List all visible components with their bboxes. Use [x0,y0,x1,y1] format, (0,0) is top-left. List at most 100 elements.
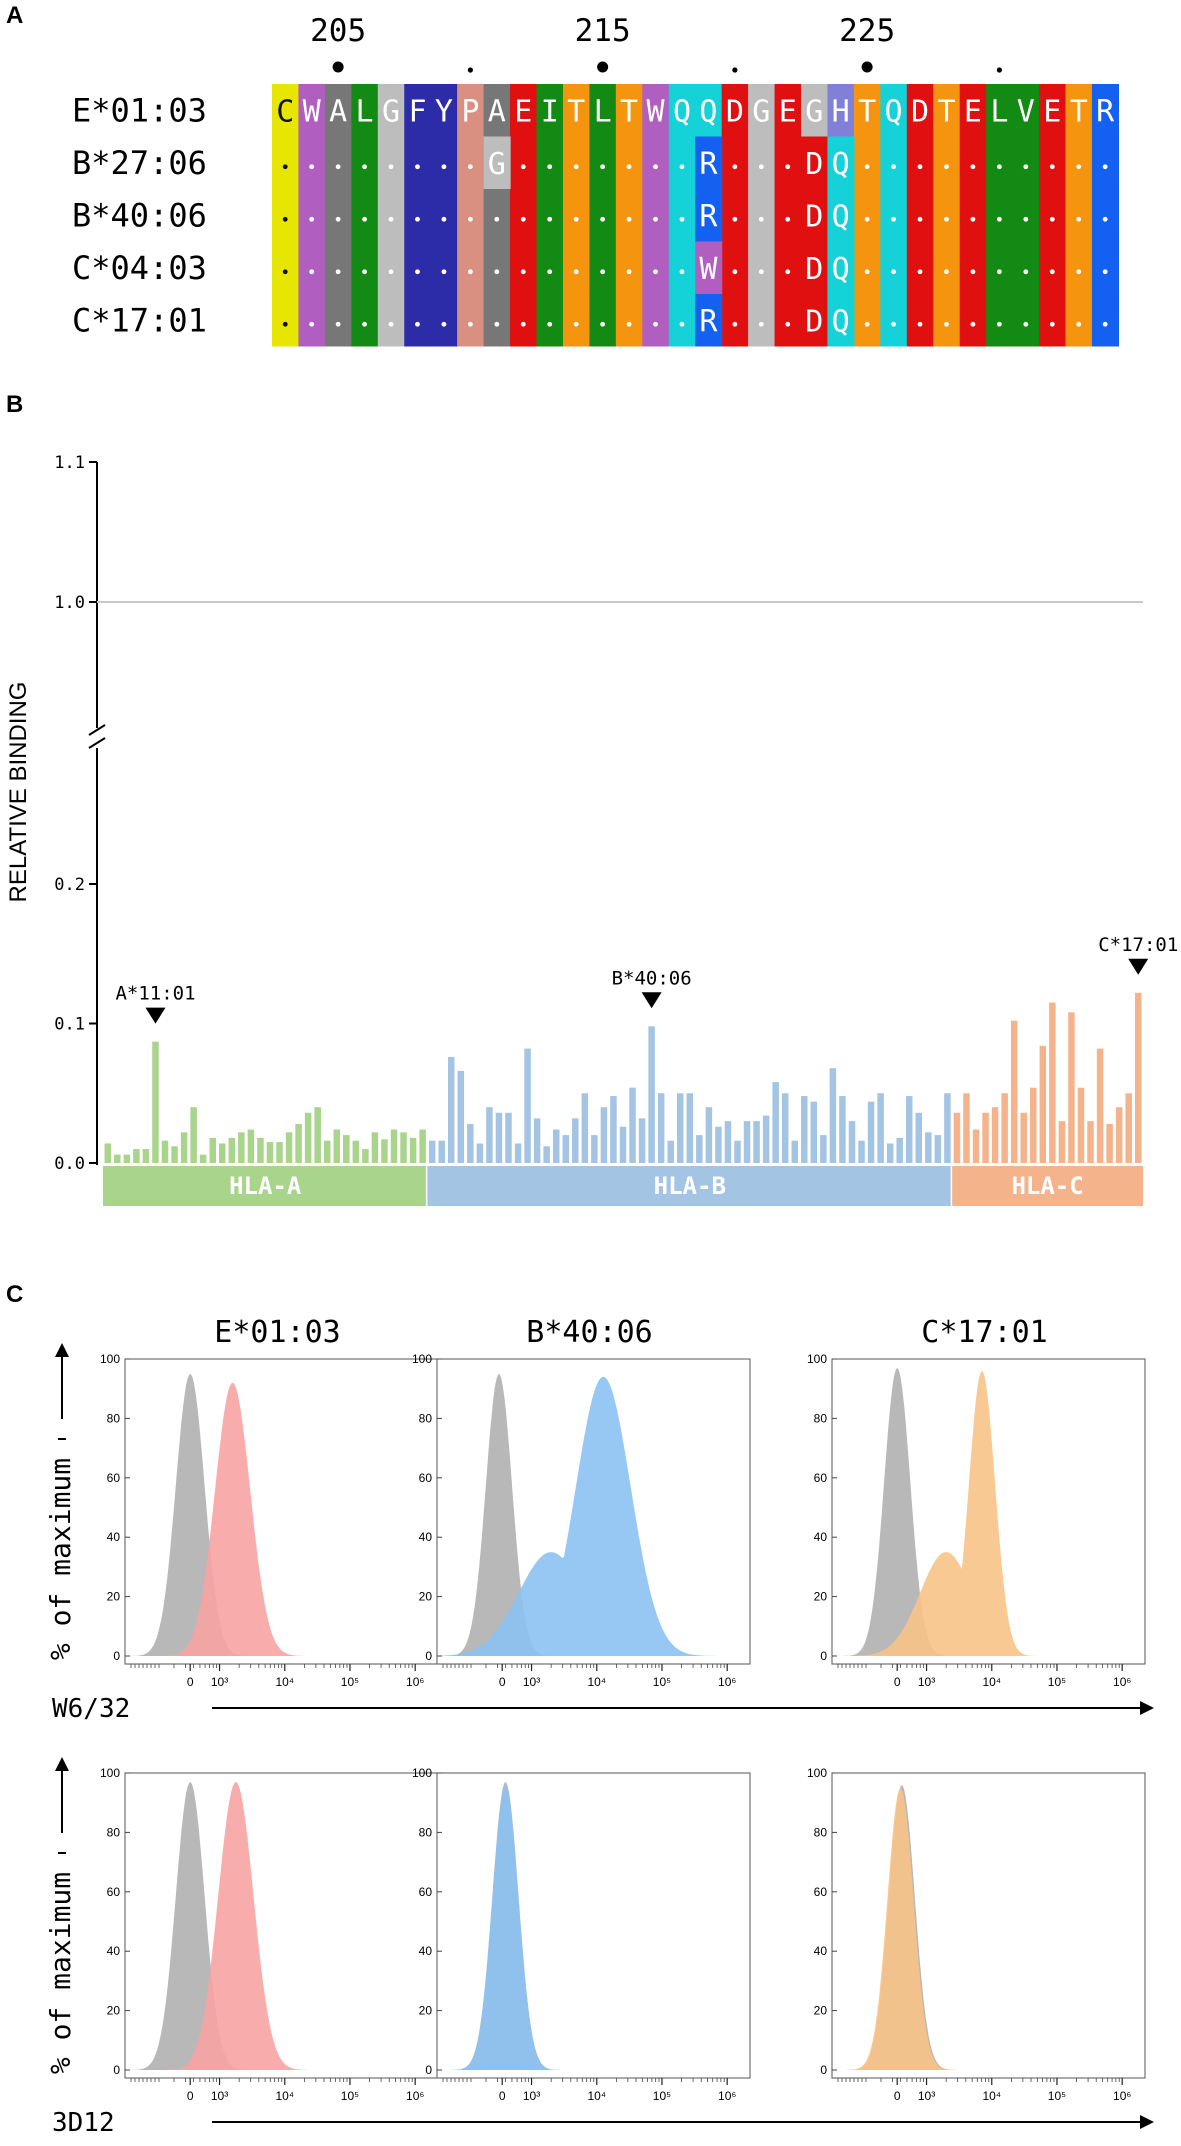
variant-residue-cell [801,294,829,347]
identical-residue-dot [679,269,685,275]
alignment-column [483,84,511,347]
binding-y-axis-label: RELATIVE BINDING [5,682,32,903]
x-tick-label: 10³ [523,2089,540,2103]
binding-bar [686,1093,694,1163]
annotation-label: C*17:01 [1098,934,1178,956]
identical-residue-dot [970,269,976,275]
identical-residue-dot [282,321,288,327]
y-tick-label: 40 [107,1944,121,1958]
identical-residue-dot [282,269,288,275]
binding-bar [667,1140,674,1163]
identical-residue-dot [415,321,420,327]
binding-bar [114,1154,121,1163]
flow-histogram-panel: 0 20 40 60 80 100 0 10³ 10⁴ 10⁵ 10⁶ [807,1352,1146,1689]
binding-bar [390,1129,398,1163]
flow-column-title: C*17:01 [921,1315,1047,1350]
variant-residue: D [805,199,823,234]
panel-label-c: C [6,1281,23,1308]
binding-bar [1068,1012,1075,1163]
identical-residue-dot [441,164,447,170]
reference-residue: E [1043,94,1061,129]
flow-histogram-panel: 0 20 40 60 80 100 0 10³ 10⁴ 10⁵ 10⁶ [100,1352,439,1689]
variant-residue-cell [483,136,511,189]
y-axis-arrow-head [55,1757,69,1771]
identical-residue-dot [1023,164,1029,170]
alignment-column [1065,84,1093,347]
binding-bar [199,1154,207,1163]
y-tick-label: 20 [419,2004,433,2018]
binding-bar [190,1107,197,1163]
binding-bar [581,1093,589,1163]
binding-bar [1106,1123,1113,1163]
y-tick-label: 0 [820,1649,827,1663]
major-position-marker [861,61,873,73]
y-tick-label: 0 [425,1649,432,1663]
binding-bar [820,1135,827,1163]
binding-bar [524,1048,531,1163]
alignment-column [457,84,485,347]
panel-label-a: A [6,2,23,29]
stained-histogram [832,1788,1145,2070]
reference-residue: R [1096,94,1115,129]
major-position-marker [332,61,344,73]
identical-residue-dot [362,164,367,170]
binding-bar [562,1135,569,1163]
binding-bar [638,1118,646,1163]
binding-bar [152,1041,159,1163]
alignment-cells: C W A L G F Y P A E I T L T W Q Q D G E G H T Q D T E L V E T RG R D QR D QW… [272,84,1119,347]
alignment-column [536,84,564,347]
alignment-column [721,84,749,347]
identical-residue-dot [362,269,367,275]
identical-residue-dot [732,269,738,275]
binding-bar [753,1121,760,1163]
binding-bar [877,1093,884,1163]
variant-residue: R [699,147,718,182]
y-tick-label: 0.1 [54,1015,85,1035]
reference-residue: L [594,94,612,129]
reference-residue: T [620,94,638,129]
alignment-column [933,84,961,347]
reference-residue: D [911,94,929,129]
group-label: HLA-C [1011,1172,1083,1200]
binding-bar [304,1112,312,1163]
binding-bar [180,1132,188,1163]
identical-residue-dot [1023,216,1029,222]
flow-histogram-panel: 0 20 40 60 80 100 0 10³ 10⁴ 10⁵ 10⁶ [100,1766,439,2103]
flow-x-axis-label: 3D12 [52,2108,115,2138]
identical-residue-dot [944,269,949,275]
reference-residue: L [356,94,374,129]
alignment-column [377,84,405,347]
identical-residue-dot [309,321,315,327]
identical-residue-dot [547,321,553,327]
identical-residue-dot [388,321,394,327]
binding-bar [867,1101,875,1163]
binding-bar [247,1129,255,1163]
reference-residue: T [937,94,955,129]
alignment-column [906,84,934,347]
stained-histogram [437,1376,750,1656]
binding-annotations: A*11:01 B*40:06 C*17:01 [115,934,1178,1024]
x-tick-label: 10³ [211,1675,228,1689]
binding-bar [333,1129,341,1163]
binding-group-bands: HLA-A HLA-B HLA-C [103,1166,1143,1206]
binding-bar [219,1143,226,1163]
x-tick-label: 0 [894,1675,901,1689]
identical-residue-dot [732,216,738,222]
identical-residue-dot [1023,269,1029,275]
y-tick-label: 80 [419,1411,433,1425]
binding-bar [1020,1112,1027,1163]
binding-bar [323,1140,331,1163]
identical-residue-dot [996,269,1002,275]
identical-residue-dot [732,164,738,170]
identical-residue-dot [1023,321,1029,327]
binding-bar [600,1107,608,1163]
y-tick-label: 20 [419,1590,433,1604]
binding-bar [314,1107,321,1163]
annotation-arrow [641,992,662,1009]
annotation-arrow [145,1007,166,1024]
identical-residue-dot [600,269,606,275]
binding-bar [1125,1093,1132,1163]
y-tick-label: 0 [820,2063,827,2077]
reference-residue: A [329,94,347,129]
binding-bar [848,1121,856,1163]
